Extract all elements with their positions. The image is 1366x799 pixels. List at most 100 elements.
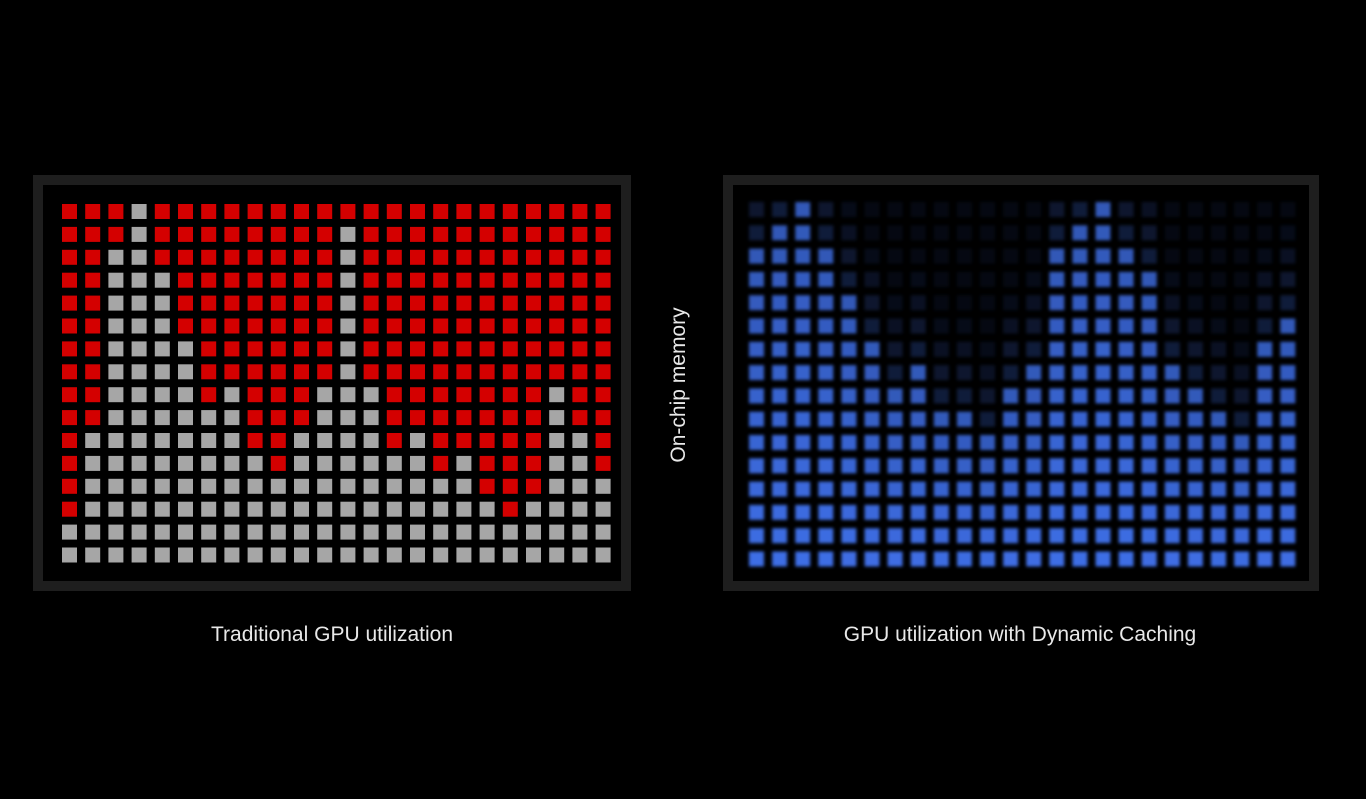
memory-cell <box>224 478 240 494</box>
memory-cell <box>224 341 240 357</box>
memory-cell <box>980 271 995 287</box>
memory-cell <box>818 481 834 497</box>
memory-cell <box>1095 458 1111 474</box>
memory-cell <box>749 225 764 241</box>
memory-cell <box>1187 365 1203 381</box>
memory-cell <box>108 295 124 311</box>
memory-cell <box>108 410 124 426</box>
memory-cell <box>1072 225 1088 241</box>
memory-cell <box>1003 504 1019 520</box>
memory-cell <box>340 272 356 288</box>
memory-cell <box>1072 435 1088 450</box>
memory-cell <box>363 364 379 380</box>
memory-cell <box>595 318 611 334</box>
memory-cell <box>340 249 356 265</box>
memory-cell <box>294 226 309 242</box>
memory-cell <box>386 547 402 563</box>
memory-cell <box>270 524 286 540</box>
memory-cell <box>818 225 834 241</box>
memory-cell <box>1187 202 1203 217</box>
memory-cell <box>1141 388 1157 404</box>
memory-cell <box>1234 435 1250 450</box>
memory-cell <box>479 272 495 288</box>
memory-cell <box>317 226 333 242</box>
memory-cell <box>270 272 286 288</box>
memory-cell <box>317 455 333 471</box>
memory-cell <box>294 272 309 288</box>
memory-cell <box>1118 295 1134 311</box>
memory-cell <box>1049 551 1065 567</box>
memory-cell <box>1118 341 1134 357</box>
memory-cell <box>247 295 263 311</box>
memory-cell <box>502 204 518 219</box>
memory-cell <box>201 547 217 563</box>
memory-cell <box>572 524 588 540</box>
memory-cell <box>247 455 263 471</box>
memory-cell <box>1049 318 1065 334</box>
memory-cell <box>749 202 764 217</box>
memory-cell <box>201 364 217 380</box>
memory-cell <box>294 249 309 265</box>
memory-cell <box>224 455 240 471</box>
memory-cell <box>479 501 495 517</box>
memory-cell <box>247 341 263 357</box>
memory-cell <box>910 248 926 264</box>
memory-cell <box>479 249 495 265</box>
memory-cell <box>247 318 263 334</box>
memory-cell <box>479 341 495 357</box>
memory-cell <box>340 547 356 563</box>
memory-cell <box>1187 271 1203 287</box>
memory-cell <box>772 411 788 427</box>
memory-cell <box>910 202 926 217</box>
memory-cell <box>154 433 170 448</box>
memory-cell <box>595 249 611 265</box>
memory-cell <box>818 504 834 520</box>
memory-cell <box>956 388 972 404</box>
memory-cell <box>1072 458 1088 474</box>
left-grid <box>62 204 611 563</box>
memory-cell <box>1211 225 1226 241</box>
memory-cell <box>864 528 880 544</box>
memory-cell <box>247 204 263 219</box>
memory-cell <box>433 364 449 380</box>
memory-cell <box>108 249 124 265</box>
memory-cell <box>294 341 309 357</box>
memory-cell <box>502 226 518 242</box>
memory-cell <box>62 547 77 563</box>
memory-cell <box>1072 248 1088 264</box>
memory-cell <box>85 249 101 265</box>
memory-cell <box>910 411 926 427</box>
memory-cell <box>154 410 170 426</box>
memory-cell <box>1072 341 1088 357</box>
memory-cell <box>247 364 263 380</box>
memory-cell <box>502 341 518 357</box>
memory-cell <box>526 387 541 403</box>
memory-cell <box>526 524 541 540</box>
memory-cell <box>1187 411 1203 427</box>
memory-cell <box>864 504 880 520</box>
memory-cell <box>456 295 472 311</box>
memory-cell <box>887 551 903 567</box>
memory-cell <box>1280 248 1296 264</box>
memory-cell <box>549 364 565 380</box>
memory-cell <box>154 478 170 494</box>
memory-cell <box>317 364 333 380</box>
memory-cell <box>154 524 170 540</box>
memory-cell <box>201 433 217 448</box>
memory-cell <box>502 524 518 540</box>
memory-cell <box>864 411 880 427</box>
memory-cell <box>178 226 193 242</box>
memory-cell <box>363 501 379 517</box>
memory-cell <box>980 295 995 311</box>
memory-cell <box>154 272 170 288</box>
memory-cell <box>456 341 472 357</box>
memory-cell <box>201 295 217 311</box>
memory-cell <box>178 547 193 563</box>
memory-cell <box>456 501 472 517</box>
memory-cell <box>502 387 518 403</box>
memory-cell <box>1049 248 1065 264</box>
memory-cell <box>841 271 857 287</box>
memory-cell <box>247 387 263 403</box>
memory-cell <box>841 318 857 334</box>
memory-cell <box>154 364 170 380</box>
